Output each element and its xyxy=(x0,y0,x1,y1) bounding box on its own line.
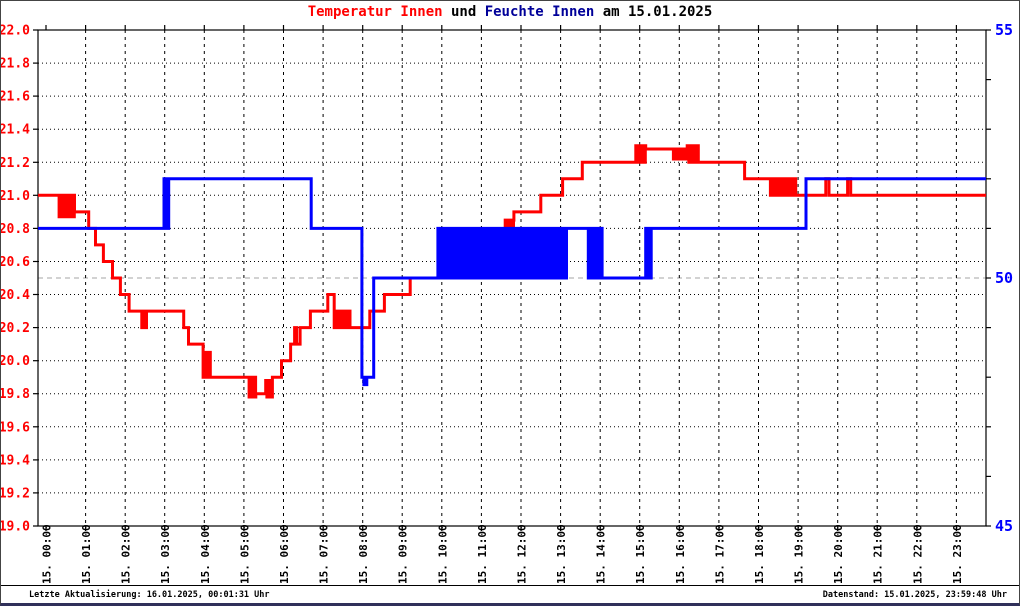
temp-axis-label: 21.8 xyxy=(1,57,30,72)
title-segment: Feuchte Innen xyxy=(484,4,595,20)
time-axis-label: 15. 14:00 xyxy=(595,524,608,584)
title-segment: und xyxy=(442,4,485,20)
temp-axis-label: 20.8 xyxy=(1,222,30,237)
time-axis-label: 15. 15:00 xyxy=(634,524,647,584)
time-axis-label: 15. 03:00 xyxy=(159,524,172,584)
title-segment: Temperatur Innen xyxy=(307,4,443,20)
time-axis-label: 15. 12:00 xyxy=(516,524,529,584)
time-axis-label: 15. 04:00 xyxy=(199,524,212,584)
time-axis-label: 15. 07:00 xyxy=(318,524,331,584)
time-axis-label: 15. 05:00 xyxy=(238,524,251,584)
title-segment: am 15.01.2025 xyxy=(594,4,713,20)
temp-axis-label: 21.2 xyxy=(1,156,30,171)
chart-title: Temperatur Innen und Feuchte Innen am 15… xyxy=(1,4,1019,20)
axis-ticks xyxy=(33,25,991,531)
time-axis-label: 15. 09:00 xyxy=(397,524,410,584)
time-axis-label: 15. 00:00 xyxy=(41,524,54,584)
temp-axis-label: 19.4 xyxy=(1,453,30,468)
time-axis-label: 15. 18:00 xyxy=(753,524,766,584)
humidity-series xyxy=(38,177,986,387)
time-axis-label: 15. 06:00 xyxy=(278,524,291,584)
temp-axis-label: 21.6 xyxy=(1,90,30,105)
time-axis-label: 15. 13:00 xyxy=(555,524,568,584)
temp-axis-label: 20.0 xyxy=(1,354,30,369)
humidity-axis-label: 55 xyxy=(995,21,1013,39)
time-axis-label: 15. 01:00 xyxy=(80,524,93,584)
last-update-text: Letzte Aktualisierung: 16.01.2025, 00:01… xyxy=(29,590,270,600)
temp-axis-label: 22.0 xyxy=(1,24,30,39)
temp-axis-label: 20.6 xyxy=(1,255,30,270)
humidity-axis-label: 50 xyxy=(995,269,1013,287)
temp-axis-label: 21.0 xyxy=(1,189,30,204)
time-axis-label: 15. 10:00 xyxy=(436,524,449,584)
time-axis-labels: 15. 00:00 15. 01:00 15. 02:00 15. 03:00 15. … xyxy=(41,524,964,584)
time-axis-label: 15. 21:00 xyxy=(872,524,885,584)
time-axis-label: 15. 11:00 xyxy=(476,524,489,584)
grid-lines xyxy=(38,30,986,526)
temp-axis-label: 19.0 xyxy=(1,520,30,535)
temp-axis-label: 20.2 xyxy=(1,321,30,336)
temp-axis-label: 19.2 xyxy=(1,486,30,501)
temperature-axis-labels: 22.0 21.8 21.6 21.4 21.2 21.0 20.8 20.6 20.4 20.2… xyxy=(1,24,30,535)
time-axis-label: 15. 08:00 xyxy=(357,524,370,584)
chart-plot-area: 22.0 21.8 21.6 21.4 21.2 21.0 20.8 20.6 20.4 20.2… xyxy=(1,21,1013,584)
temp-axis-label: 21.4 xyxy=(1,123,30,138)
temp-axis-label: 19.6 xyxy=(1,420,30,435)
time-axis-label: 15. 16:00 xyxy=(674,524,687,584)
temp-axis-label: 19.8 xyxy=(1,387,30,402)
time-axis-label: 15. 19:00 xyxy=(793,524,806,584)
temp-axis-label: 20.4 xyxy=(1,288,30,303)
temperature-series xyxy=(38,144,986,399)
time-axis-label: 15. 22:00 xyxy=(911,524,924,584)
time-axis-label: 15. 20:00 xyxy=(832,524,845,584)
humidity-axis-labels: 55 50 45 xyxy=(995,21,1013,535)
time-axis-label: 15. 02:00 xyxy=(120,524,133,584)
time-axis-label: 15. 17:00 xyxy=(713,524,726,584)
data-timestamp-text: Datenstand: 15.01.2025, 23:59:48 Uhr xyxy=(822,590,1007,600)
status-bar: Letzte Aktualisierung: 16.01.2025, 00:01… xyxy=(1,585,1019,603)
time-axis-label: 15. 23:00 xyxy=(951,524,964,584)
humidity-axis-label: 45 xyxy=(995,517,1013,535)
